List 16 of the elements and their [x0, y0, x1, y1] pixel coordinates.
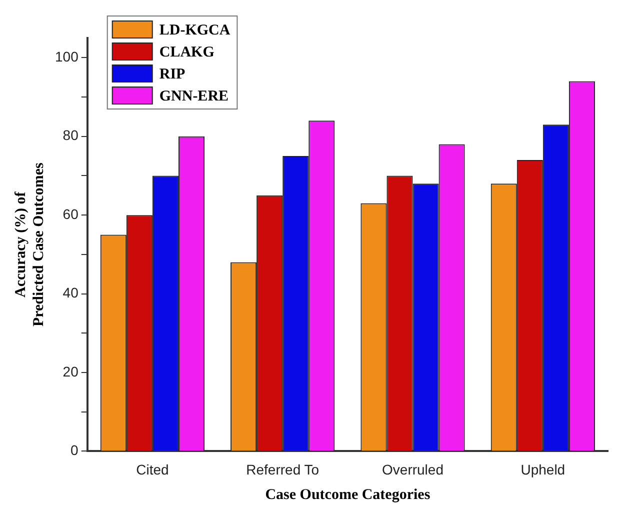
y-tick-label: 100 — [55, 48, 79, 65]
y-axis-title: Accuracy (%) of Predicted Case Outcomes — [12, 162, 47, 327]
x-tick-label: Upheld — [520, 461, 566, 478]
y-tick-label: 60 — [62, 206, 79, 222]
y-tick-label: 0 — [70, 442, 79, 458]
x-axis-title: Case Outcome Categories — [265, 486, 430, 503]
x-tick-label: Referred To — [246, 461, 320, 478]
legend-label: LD-KGCA — [159, 22, 230, 38]
x-tick-label: Overruled — [382, 461, 444, 478]
legend-label: CLAKG — [159, 44, 215, 60]
y-tick-label: 40 — [62, 284, 79, 301]
legend-label: RIP — [159, 66, 186, 82]
y-tick-label: 20 — [62, 363, 79, 380]
x-tick-label: Cited — [136, 461, 169, 478]
legend-label: GNN-ERE — [159, 88, 229, 104]
y-tick-label: 80 — [62, 127, 79, 144]
